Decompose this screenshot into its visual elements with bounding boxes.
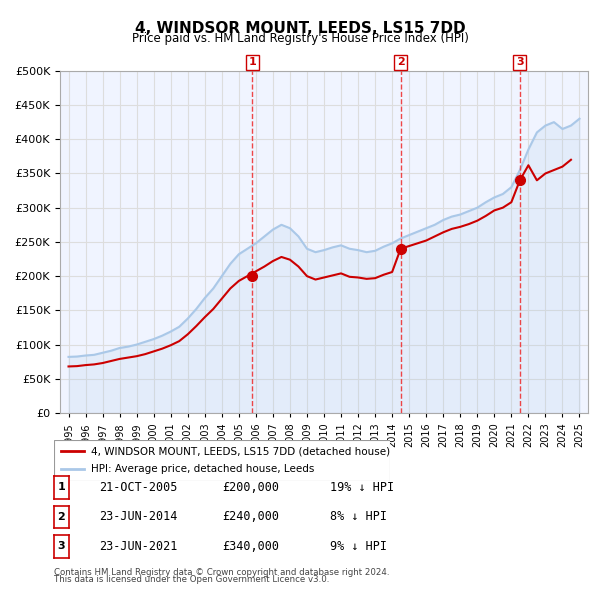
Text: £200,000: £200,000 <box>222 481 279 494</box>
Text: 23-JUN-2014: 23-JUN-2014 <box>99 510 178 523</box>
Text: 2: 2 <box>58 512 65 522</box>
Text: HPI: Average price, detached house, Leeds: HPI: Average price, detached house, Leed… <box>91 464 314 474</box>
Text: 8% ↓ HPI: 8% ↓ HPI <box>330 510 387 523</box>
Text: 1: 1 <box>248 57 256 67</box>
Text: £240,000: £240,000 <box>222 510 279 523</box>
Text: 19% ↓ HPI: 19% ↓ HPI <box>330 481 394 494</box>
Text: 21-OCT-2005: 21-OCT-2005 <box>99 481 178 494</box>
Text: 2: 2 <box>397 57 404 67</box>
Text: 3: 3 <box>516 57 524 67</box>
Text: 1: 1 <box>58 483 65 492</box>
Text: £340,000: £340,000 <box>222 540 279 553</box>
Text: 9% ↓ HPI: 9% ↓ HPI <box>330 540 387 553</box>
Text: Price paid vs. HM Land Registry's House Price Index (HPI): Price paid vs. HM Land Registry's House … <box>131 32 469 45</box>
Text: 23-JUN-2021: 23-JUN-2021 <box>99 540 178 553</box>
Text: 3: 3 <box>58 542 65 551</box>
Text: 4, WINDSOR MOUNT, LEEDS, LS15 7DD (detached house): 4, WINDSOR MOUNT, LEEDS, LS15 7DD (detac… <box>91 446 390 456</box>
Text: Contains HM Land Registry data © Crown copyright and database right 2024.: Contains HM Land Registry data © Crown c… <box>54 568 389 577</box>
Text: 4, WINDSOR MOUNT, LEEDS, LS15 7DD: 4, WINDSOR MOUNT, LEEDS, LS15 7DD <box>134 21 466 35</box>
Text: This data is licensed under the Open Government Licence v3.0.: This data is licensed under the Open Gov… <box>54 575 329 584</box>
